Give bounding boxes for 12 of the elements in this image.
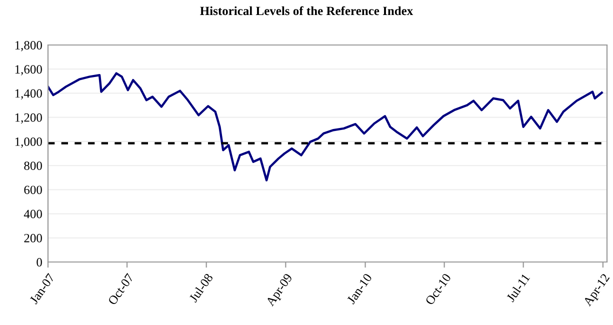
y-tick-label: 1,400	[15, 89, 42, 100]
y-tick-label: 800	[24, 162, 42, 170]
y-tick-label: 1,600	[15, 65, 42, 76]
y-tick-label: 1,800	[15, 41, 42, 52]
y-tick-label: 400	[24, 210, 42, 218]
y-tick-label: 600	[24, 186, 42, 194]
y-tick-label: 0	[36, 258, 42, 266]
y-tick-label: 1,000	[15, 137, 42, 148]
y-tick-label: 1,200	[15, 113, 42, 124]
chart-title: Historical Levels of the Reference Index	[200, 6, 414, 16]
line-series	[48, 72, 603, 182]
y-tick-label: 200	[24, 234, 42, 242]
